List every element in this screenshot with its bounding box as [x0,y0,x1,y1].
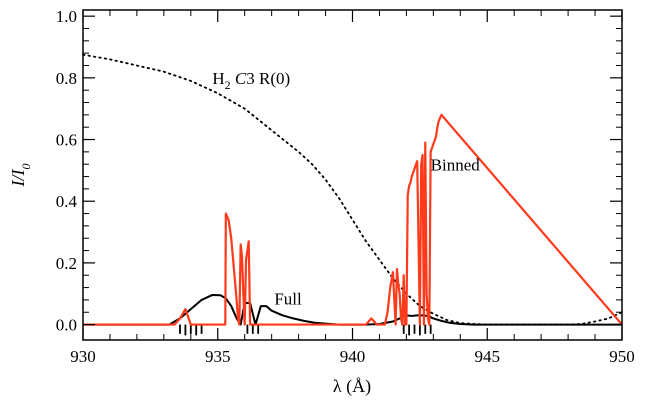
series-line-0 [82,53,623,326]
binned-label: Binned [431,155,481,174]
h2-label-post: 3 R(0) [246,69,290,88]
h2-line-label: H2 C3 R(0) [212,69,290,92]
plot-frame [82,9,623,341]
y-axis-label-sub: 0 [19,164,33,170]
y-axis-label-main: I/I [8,169,28,188]
series-line-1 [83,293,622,326]
y-tick-label: 0.2 [56,254,77,273]
series-line-3 [83,113,623,326]
ticks-layer [82,10,623,340]
h2-label-sub: 2 [225,78,231,92]
series-layer [82,53,623,336]
y-axis-label: I/I0 [8,164,33,188]
x-tick-label: 940 [340,347,366,366]
y-tick-label: 0.4 [56,192,78,211]
x-tick-label: 930 [70,347,96,366]
h2-label-italic: C [235,69,247,88]
h2-label-pre: H [212,69,224,88]
x-tick-label: 935 [205,347,231,366]
y-tick-label: 0.0 [56,316,77,335]
tick-labels-layer: 930 935 940 945 950 0.0 0.2 0.4 0.6 0.8 1.0 [56,7,635,366]
y-tick-label: 0.6 [56,131,77,150]
y-tick-label: 0.8 [56,69,77,88]
y-tick-label: 1.0 [56,7,77,26]
x-tick-label: 950 [609,347,635,366]
x-tick-label: 945 [475,347,501,366]
full-label: Full [274,290,302,309]
x-axis-label: λ (Å) [333,376,371,397]
